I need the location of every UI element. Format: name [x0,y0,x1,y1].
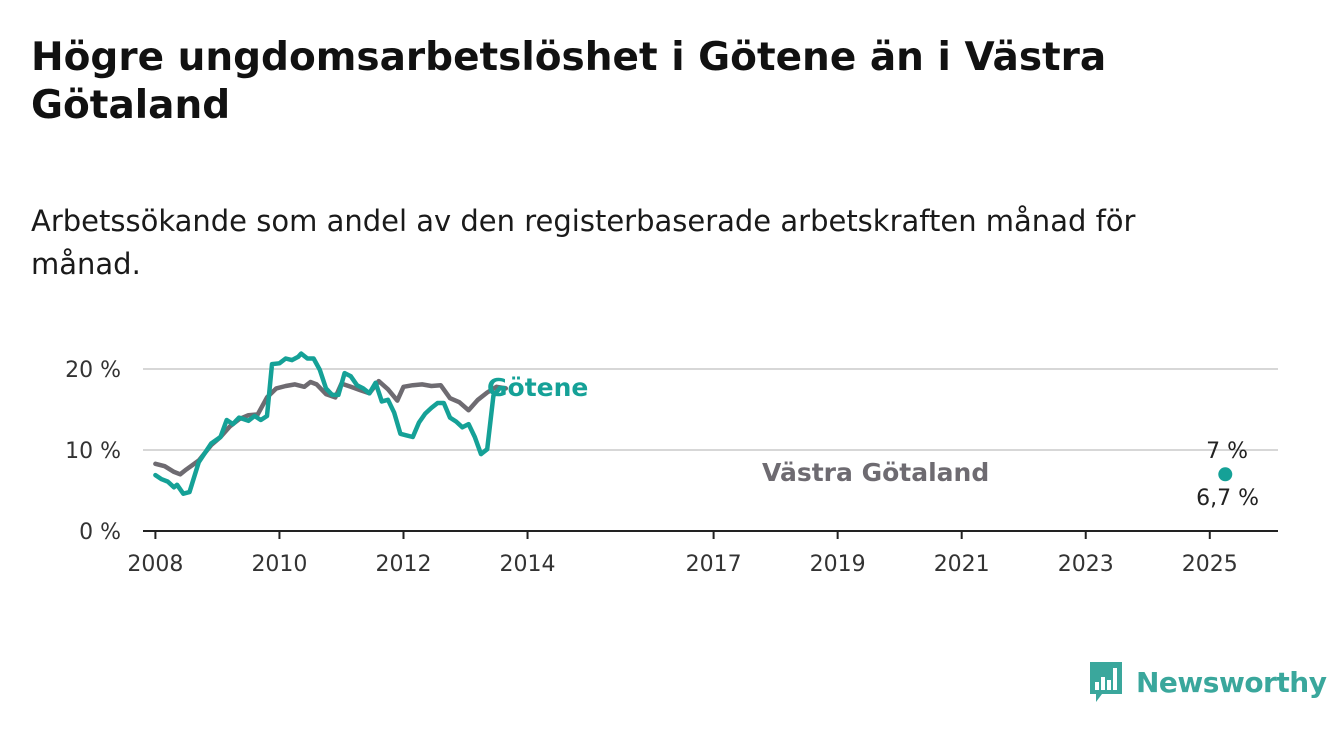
series-labels: Götene Västra Götaland 7 % 6,7 % [487,373,1259,511]
x-tick-label: 2014 [500,552,556,577]
y-tick-label: 0 % [79,520,121,545]
end-value-label: 7 % [1206,439,1248,464]
x-tick-label: 2021 [934,552,990,577]
chart-title: Högre ungdomsarbetslöshet i Götene än i … [31,35,1107,128]
chart-subtitle: Arbetssökande som andel av den registerb… [31,204,1136,281]
series-label: Götene [487,373,588,402]
newsworthy-logo-icon [1090,662,1122,702]
x-tick-label: 2023 [1058,552,1114,577]
grid-lines [143,368,1278,451]
brand-name: Newsworthy [1136,665,1327,699]
series-line [153,351,502,496]
end-value-label: 6,7 % [1196,486,1259,511]
x-tick-label: 2025 [1182,552,1238,577]
y-tick-label: 20 % [65,358,121,383]
line-chart: 0 % 10 % 20 % 2008 2010 2012 2014 2017 2019 2021… [65,351,1278,577]
series-end-point [1218,467,1233,482]
x-tick-label: 2010 [251,552,307,577]
x-tick-label: 2019 [810,552,866,577]
series-lines [153,351,1233,496]
x-tick-label: 2012 [375,552,431,577]
newsworthy-brand: Newsworthy [1088,660,1327,704]
y-axis: 0 % 10 % 20 % [65,358,121,545]
x-tick-label: 2017 [686,552,742,577]
x-axis: 2008 2010 2012 2014 2017 2019 2021 2023 2025 [127,530,1278,577]
y-tick-label: 10 % [65,439,121,464]
x-tick-label: 2008 [127,552,183,577]
series-label: Västra Götaland [762,458,989,487]
